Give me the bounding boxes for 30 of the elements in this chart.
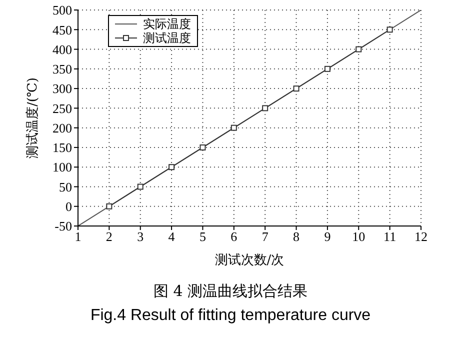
- legend-label: 实际温度: [143, 17, 191, 31]
- y-tick-label: 300: [52, 81, 72, 96]
- y-tick-label: 250: [52, 100, 72, 116]
- x-tick-label: 10: [352, 229, 366, 244]
- x-tick-label: 2: [106, 229, 112, 244]
- y-tick-label: 0: [66, 198, 72, 214]
- x-axis-title: 测试次数/次: [214, 253, 284, 268]
- legend-label: 测试温度: [143, 31, 191, 45]
- x-tick-label: 6: [230, 229, 238, 244]
- y-tick-label: 350: [52, 62, 72, 77]
- y-tick-label: 200: [52, 120, 72, 136]
- x-tick-label: 9: [324, 229, 331, 244]
- y-tick-label: 100: [52, 160, 72, 175]
- caption: 图 4 测温曲线拟合结果: [152, 282, 309, 301]
- y-tick-label: 50: [59, 179, 72, 194]
- x-tick-label: 5: [199, 229, 206, 244]
- y-axis-title: 测试温度/(℃): [24, 77, 41, 159]
- x-tick-label: 1: [74, 229, 82, 244]
- y-tick-label: -50: [54, 218, 72, 234]
- x-tick-label: 8: [293, 229, 300, 244]
- y-tick-label: 450: [52, 22, 72, 38]
- y-tick-label: 400: [52, 42, 72, 57]
- x-tick-label: 3: [137, 229, 144, 244]
- x-tick-label: 4: [168, 229, 176, 244]
- y-tick-label: 150: [52, 140, 72, 156]
- x-tick-label: 11: [384, 229, 396, 244]
- y-tick-label: 500: [52, 2, 72, 18]
- x-tick-label: 12: [414, 229, 428, 244]
- x-tick-label: 7: [262, 229, 269, 244]
- caption: Fig.4 Result of fitting temperature curve: [89, 307, 372, 325]
